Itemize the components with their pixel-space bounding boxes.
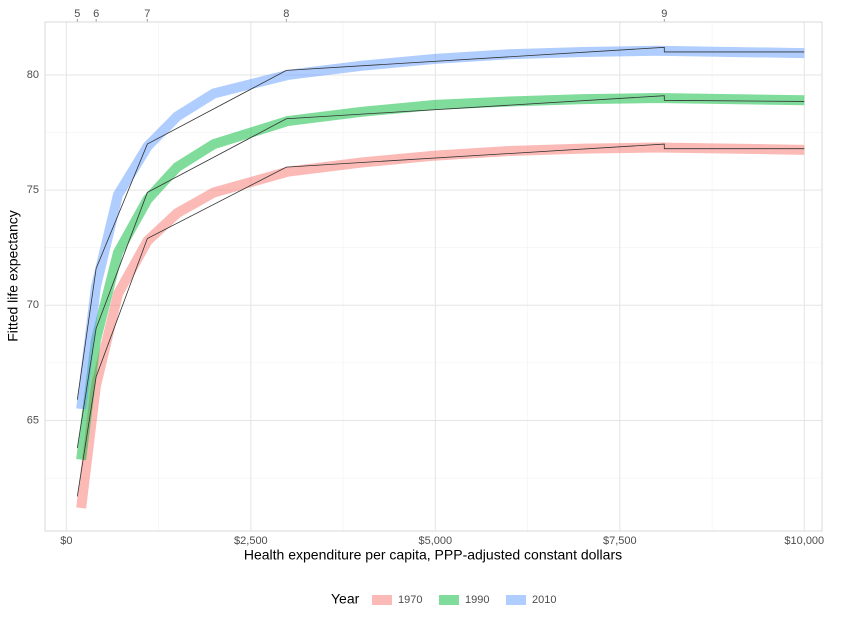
top-tick-label: 5 (74, 8, 80, 20)
y-tick-label: 75 (27, 184, 39, 196)
legend-label: 1970 (398, 594, 422, 606)
top-tick-label: 6 (93, 8, 99, 20)
y-tick-label: 70 (27, 299, 39, 311)
step-line (76, 46, 805, 400)
legend-swatch (439, 595, 459, 605)
x-tick-label: $10,000 (784, 535, 824, 547)
step-line (76, 143, 805, 497)
x-tick-label: $0 (60, 535, 72, 547)
fit-curve (76, 45, 805, 410)
x-tick-label: $5,000 (419, 535, 453, 547)
fit-curve (76, 142, 805, 509)
top-tick-label: 8 (283, 8, 289, 20)
step-line (76, 95, 805, 449)
top-tick-label: 9 (661, 8, 667, 20)
panel-border (44, 21, 823, 532)
y-axis-label: Fitted life expectancy (5, 210, 21, 342)
legend-title: Year (331, 591, 360, 607)
legend-swatch (372, 595, 392, 605)
legend-label: 1990 (465, 594, 489, 606)
legend-label: 2010 (532, 594, 556, 606)
x-axis-label: Health expenditure per capita, PPP-adjus… (244, 547, 622, 563)
legend-swatch (506, 595, 526, 605)
x-tick-label: $2,500 (234, 535, 268, 547)
y-tick-label: 80 (27, 69, 39, 81)
top-tick-label: 7 (144, 8, 150, 20)
x-tick-label: $7,500 (603, 535, 637, 547)
y-tick-label: 65 (27, 414, 39, 426)
